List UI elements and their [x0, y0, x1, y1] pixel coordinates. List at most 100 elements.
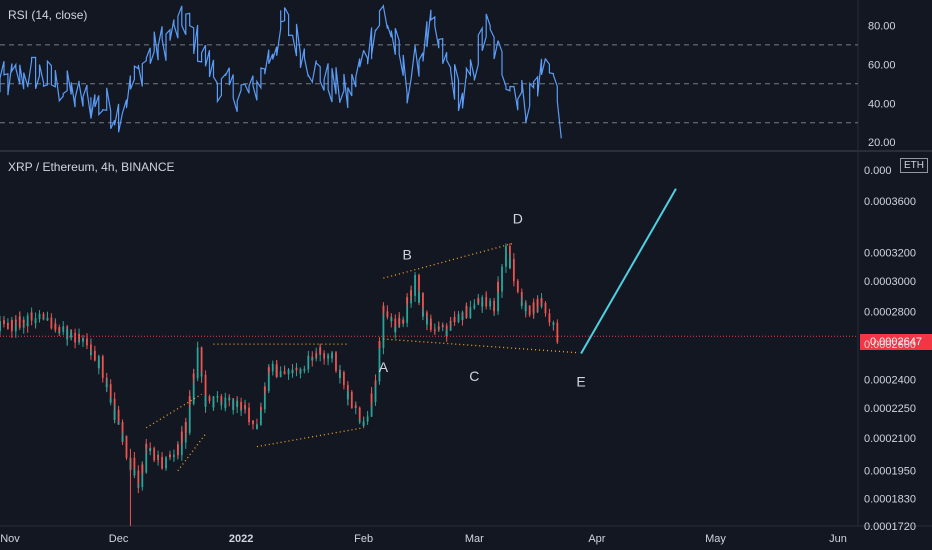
candle-body	[70, 332, 73, 338]
candle-body	[279, 371, 282, 375]
candle-body	[42, 318, 45, 320]
candle-body	[216, 396, 219, 398]
candle-body	[327, 354, 329, 357]
candle-body	[165, 462, 167, 469]
candle-body	[291, 370, 294, 374]
candle-body	[469, 307, 472, 311]
candle-body	[54, 323, 57, 331]
candle-body	[93, 351, 96, 361]
candle-body	[540, 298, 543, 303]
candle-body	[204, 374, 207, 407]
candle-body	[505, 250, 507, 267]
candle-body	[22, 319, 25, 323]
candle-body	[331, 352, 333, 359]
candle-body	[323, 357, 326, 359]
candle-body	[133, 470, 136, 476]
candle-body	[335, 352, 337, 361]
candle-body	[125, 447, 128, 458]
candle-body	[145, 444, 148, 473]
price-ytick-label: 0.0002100	[864, 433, 916, 445]
candle-body	[248, 407, 250, 414]
candle-body	[173, 454, 175, 456]
candle-body	[271, 364, 274, 366]
candle-body	[362, 421, 365, 426]
candle-body	[62, 326, 65, 332]
candle-body	[252, 420, 254, 425]
wave-label-c: C	[469, 368, 479, 384]
candle-body	[176, 444, 179, 456]
currency-badge[interactable]: ETH	[900, 158, 928, 173]
candle-body	[161, 457, 163, 469]
candle-body	[370, 393, 373, 403]
price-ytick-label: 0.0001950	[864, 466, 916, 478]
candle-body	[445, 330, 448, 336]
candle-body	[382, 305, 385, 348]
candle-body	[50, 319, 53, 329]
candle-body	[390, 318, 393, 322]
candle-body	[441, 325, 444, 327]
price-ytick-label: 0.0001830	[864, 494, 916, 506]
candle-body	[188, 396, 191, 433]
candle-body	[78, 334, 80, 338]
candle-body	[200, 347, 203, 377]
candle-body	[422, 292, 424, 317]
rsi-indicator-title[interactable]: RSI (14, close)	[8, 8, 88, 22]
candle-body	[489, 300, 492, 304]
candle-body	[406, 297, 409, 304]
candle-body	[196, 347, 199, 351]
candle-body	[414, 277, 416, 296]
candle-body	[82, 339, 84, 342]
candle-body	[232, 400, 235, 410]
candle-body	[66, 329, 69, 340]
time-tick-label: Mar	[465, 533, 484, 545]
candle-body	[30, 312, 33, 321]
candle-body	[350, 404, 353, 409]
candle-body	[101, 356, 104, 376]
candle-body	[153, 457, 156, 461]
candle-body	[374, 380, 377, 382]
candle-body	[145, 444, 148, 448]
price-ytick-label: 0.0003200	[864, 248, 916, 260]
rsi-ytick-label: 60.00	[868, 59, 896, 71]
symbol-title[interactable]: XRP / Ethereum, 4h, BINANCE	[8, 160, 175, 174]
time-tick-label: Dec	[109, 533, 129, 545]
candle-body	[101, 375, 104, 378]
candle-body	[165, 457, 167, 463]
candle-body	[192, 373, 195, 405]
candle-body	[342, 372, 345, 383]
candle-body	[437, 326, 440, 328]
candle-body	[497, 281, 499, 292]
candle-body	[552, 322, 555, 325]
candle-body	[481, 297, 484, 307]
pattern-line	[256, 427, 364, 448]
last-price-label: 0.0002647	[860, 334, 932, 350]
candle-body	[335, 360, 337, 371]
price-ytick-label-partial: 0.000	[864, 165, 892, 177]
candle-body	[169, 454, 171, 458]
candle-body	[378, 341, 381, 382]
candle-body	[18, 316, 21, 328]
time-tick-label: Nov	[0, 533, 20, 545]
candle-body	[414, 274, 416, 278]
candle-body	[394, 327, 397, 333]
candle-body	[418, 274, 420, 303]
price-ytick-label: 0.0003600	[864, 196, 916, 208]
candle-body	[346, 391, 349, 400]
candle-body	[544, 307, 547, 314]
candle-body	[406, 297, 409, 323]
projection-line[interactable]	[580, 188, 677, 355]
candle-body	[26, 315, 29, 323]
candle-body	[62, 326, 65, 328]
price-ytick-label: 0.0003000	[864, 276, 916, 288]
candle-body	[180, 431, 183, 443]
candle-body	[188, 396, 191, 405]
candle-body	[10, 320, 13, 332]
wave-label-b: B	[402, 247, 411, 263]
candle-body	[402, 319, 405, 323]
candle-body	[137, 486, 140, 488]
price-ytick-label: 0.0002250	[864, 403, 916, 415]
candle-body	[283, 371, 286, 375]
rsi-ytick-label: 80.00	[868, 20, 896, 32]
candle-body	[212, 396, 215, 404]
